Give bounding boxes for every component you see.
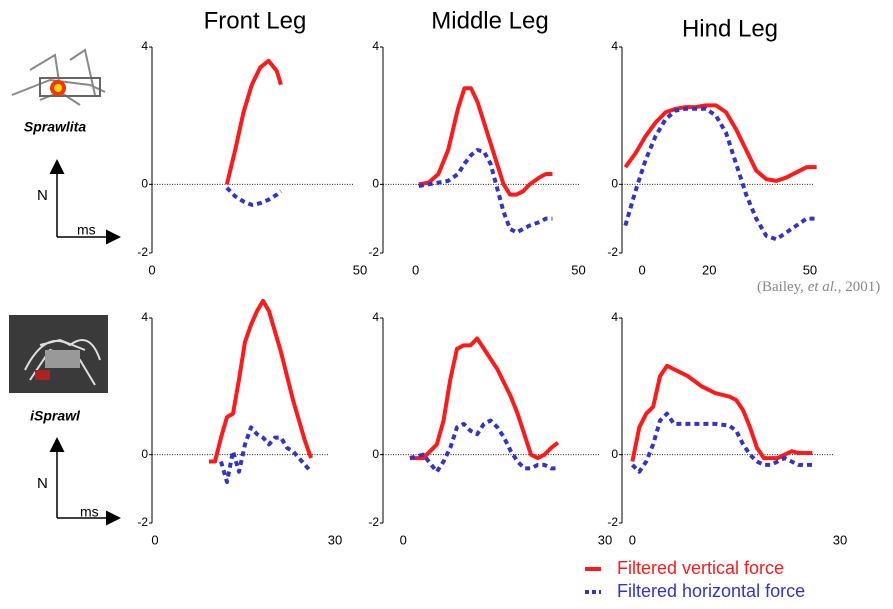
y-tick-label: -2 bbox=[137, 245, 148, 259]
series-line bbox=[623, 106, 817, 242]
y-tick-label: 4 bbox=[141, 39, 148, 53]
series-line bbox=[630, 411, 813, 474]
y-tick-label: -2 bbox=[137, 515, 148, 529]
chart-title: Middle Leg bbox=[431, 7, 548, 34]
sprawlita-icon bbox=[8, 45, 108, 110]
y-unit-label: N bbox=[37, 475, 48, 492]
axis-icon-top bbox=[49, 159, 121, 245]
x-tick-label: 50 bbox=[571, 262, 585, 277]
series-line bbox=[409, 336, 560, 461]
y-tick-label: 4 bbox=[611, 310, 618, 324]
x-tick-label: 0 bbox=[412, 262, 419, 277]
citation: (Bailey, et al., 2001) bbox=[757, 279, 880, 295]
series-line bbox=[225, 186, 283, 207]
y-tick-label: 0 bbox=[141, 177, 148, 191]
y-tick-label: -2 bbox=[368, 515, 379, 529]
series-line bbox=[623, 103, 817, 183]
y-tick-label: 4 bbox=[372, 310, 379, 324]
citation-part: (Bailey, bbox=[757, 279, 808, 295]
y-tick-label: 0 bbox=[611, 177, 618, 191]
y-tick-label: 0 bbox=[372, 177, 379, 191]
chart-title: Hind Leg bbox=[682, 15, 778, 42]
legend-label: Filtered vertical force bbox=[617, 558, 784, 578]
x-unit-label: ms bbox=[80, 504, 99, 520]
y-tick-label: 0 bbox=[141, 447, 148, 461]
series-line bbox=[209, 298, 313, 464]
legend-label: Filtered horizontal force bbox=[617, 581, 805, 601]
citation-part: , 2001) bbox=[838, 279, 881, 295]
row-label: Sprawlita bbox=[24, 119, 86, 135]
axis-icon-bottom bbox=[49, 437, 121, 526]
y-tick-label: 4 bbox=[611, 39, 618, 53]
y-tick-label: -2 bbox=[607, 245, 618, 259]
y-unit-label: N bbox=[37, 187, 48, 204]
citation-part: et al. bbox=[808, 279, 838, 295]
chart-title: Front Leg bbox=[204, 7, 307, 34]
series-line bbox=[409, 418, 558, 474]
y-tick-label: 4 bbox=[372, 39, 379, 53]
isprawl-icon bbox=[9, 315, 108, 393]
row-label: iSprawl bbox=[30, 408, 81, 424]
x-tick-label: 0 bbox=[639, 262, 646, 277]
series-line bbox=[418, 148, 553, 235]
y-tick-label: -2 bbox=[607, 515, 618, 529]
y-tick-label: 0 bbox=[611, 447, 618, 461]
x-tick-label: 0 bbox=[151, 532, 158, 547]
x-tick-label: 30 bbox=[833, 532, 847, 547]
y-tick-label: 4 bbox=[141, 310, 148, 324]
y-tick-label: -2 bbox=[368, 245, 379, 259]
x-tick-label: 50 bbox=[803, 262, 817, 277]
y-tick-label: 0 bbox=[372, 447, 379, 461]
x-tick-label: 30 bbox=[598, 532, 612, 547]
x-tick-label: 50 bbox=[353, 262, 367, 277]
series-line bbox=[418, 86, 553, 197]
series-line bbox=[630, 363, 813, 462]
x-tick-label: 0 bbox=[400, 532, 407, 547]
x-unit-label: ms bbox=[77, 222, 96, 238]
x-tick-label: 30 bbox=[328, 532, 342, 547]
series-line bbox=[224, 58, 283, 185]
x-tick-label: 0 bbox=[629, 532, 636, 547]
legend: Filtered vertical force Filtered horizont… bbox=[585, 558, 805, 601]
series-line bbox=[219, 425, 313, 484]
x-tick-label: 0 bbox=[148, 262, 155, 277]
x-tick-label: 20 bbox=[702, 262, 716, 277]
